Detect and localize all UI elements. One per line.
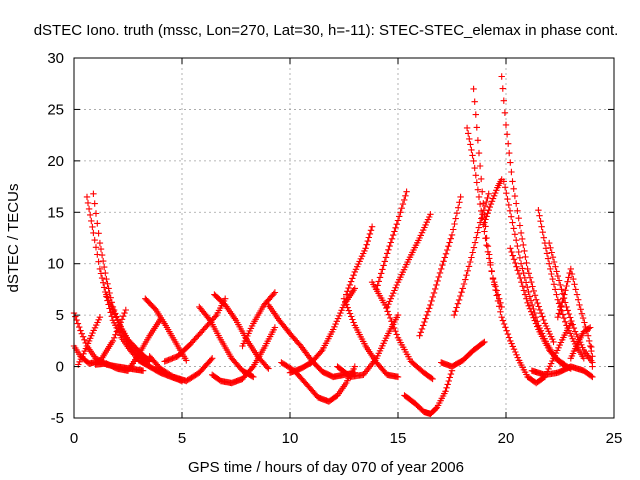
series-markers — [75, 314, 104, 368]
series-pass-15 — [265, 301, 358, 381]
series-markers — [528, 363, 596, 381]
y-axis-label: dSTEC / TECUs — [5, 184, 22, 293]
x-tick-label: 25 — [606, 430, 623, 447]
y-tick-label: 10 — [47, 256, 64, 273]
series-pass-22 — [373, 188, 410, 293]
series-markers — [507, 245, 574, 372]
x-tick-label: 10 — [282, 430, 299, 447]
series-pass-14 — [239, 289, 279, 350]
series-pass-31 — [498, 73, 557, 346]
series-pass-07 — [92, 316, 164, 374]
series-pass-39 — [528, 363, 596, 381]
grid — [74, 58, 614, 418]
series-pass-23 — [384, 211, 434, 311]
series-markers — [416, 193, 464, 339]
series-pass-28 — [463, 124, 505, 311]
x-tick-label: 0 — [70, 430, 78, 447]
series-markers — [470, 85, 523, 364]
series-markers — [239, 289, 279, 350]
series-markers — [343, 223, 376, 298]
y-tick-label: 25 — [47, 101, 64, 118]
y-tick-label: -5 — [51, 410, 64, 427]
series-pass-12 — [209, 324, 279, 387]
series-pass-16 — [278, 359, 358, 405]
series-markers — [373, 188, 410, 293]
y-tick-label: 30 — [47, 50, 64, 67]
series-pass-33 — [507, 245, 574, 372]
plot-frame — [73, 57, 615, 419]
x-tick-label: 20 — [498, 430, 515, 447]
series-pass-21 — [368, 279, 436, 383]
axis-ticks: 0 5 10 15 20 25 -5 0 5 10 15 20 25 30 — [47, 50, 622, 447]
series-pass-25 — [416, 193, 464, 339]
series-markers — [146, 353, 216, 385]
series-pass-03 — [75, 314, 104, 368]
series-markers — [498, 73, 557, 346]
chart-title: dSTEC Iono. truth (mssc, Lon=270, Lat=30… — [34, 22, 619, 39]
series-markers — [463, 124, 505, 311]
series-pass-10 — [161, 295, 229, 365]
series-pass-26 — [438, 338, 488, 370]
series-markers — [401, 367, 456, 418]
data-points — [70, 73, 596, 418]
series-pass-37 — [554, 265, 596, 360]
series-markers — [384, 211, 434, 311]
series-pass-19 — [343, 223, 376, 298]
series-markers — [286, 285, 358, 376]
series-pass-09 — [146, 353, 216, 385]
x-tick-label: 5 — [178, 430, 186, 447]
series-markers — [451, 190, 492, 319]
x-axis-label: GPS time / hours of day 070 of year 2006 — [188, 459, 464, 476]
series-pass-38 — [567, 324, 596, 370]
series-markers — [368, 279, 436, 383]
series-markers — [161, 295, 229, 365]
series-pass-20 — [334, 311, 402, 381]
series-markers — [567, 324, 596, 370]
series-pass-24 — [401, 367, 456, 418]
series-pass-17 — [286, 285, 358, 376]
y-tick-label: 20 — [47, 153, 64, 170]
series-markers — [278, 359, 358, 405]
series-pass-35 — [535, 207, 587, 362]
series-pass-29 — [451, 190, 492, 319]
series-pass-30 — [481, 176, 505, 226]
y-tick-label: 5 — [56, 307, 64, 324]
series-markers — [265, 301, 358, 381]
series-markers — [334, 311, 402, 381]
series-markers — [92, 316, 164, 374]
x-tick-label: 15 — [390, 430, 407, 447]
series-markers — [209, 324, 279, 387]
series-pass-27 — [470, 85, 523, 364]
series-markers — [438, 338, 488, 370]
series-markers — [535, 207, 587, 362]
y-tick-label: 15 — [47, 204, 64, 221]
y-tick-label: 0 — [56, 359, 64, 376]
series-markers — [481, 176, 505, 226]
series-markers — [554, 265, 596, 360]
